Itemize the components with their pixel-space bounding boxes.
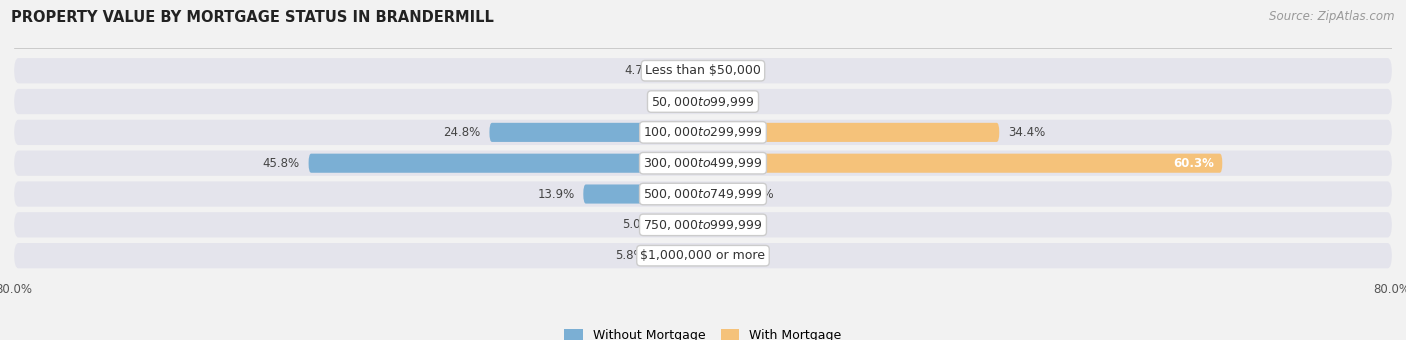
FancyBboxPatch shape	[583, 185, 703, 204]
FancyBboxPatch shape	[652, 246, 703, 265]
Text: PROPERTY VALUE BY MORTGAGE STATUS IN BRANDERMILL: PROPERTY VALUE BY MORTGAGE STATUS IN BRA…	[11, 10, 494, 25]
FancyBboxPatch shape	[659, 215, 703, 234]
Text: $500,000 to $749,999: $500,000 to $749,999	[644, 187, 762, 201]
Text: $750,000 to $999,999: $750,000 to $999,999	[644, 218, 762, 232]
FancyBboxPatch shape	[703, 185, 735, 204]
FancyBboxPatch shape	[703, 246, 707, 265]
Text: 0.48%: 0.48%	[716, 249, 752, 262]
FancyBboxPatch shape	[703, 154, 1222, 173]
FancyBboxPatch shape	[14, 89, 1392, 114]
Text: $1,000,000 or more: $1,000,000 or more	[641, 249, 765, 262]
FancyBboxPatch shape	[14, 58, 1392, 83]
FancyBboxPatch shape	[703, 215, 711, 234]
Text: $300,000 to $499,999: $300,000 to $499,999	[644, 156, 762, 170]
Legend: Without Mortgage, With Mortgage: Without Mortgage, With Mortgage	[564, 329, 842, 340]
Text: 3.8%: 3.8%	[744, 188, 773, 201]
Text: 24.8%: 24.8%	[443, 126, 481, 139]
Text: $100,000 to $299,999: $100,000 to $299,999	[644, 125, 762, 139]
FancyBboxPatch shape	[14, 243, 1392, 268]
FancyBboxPatch shape	[308, 154, 703, 173]
FancyBboxPatch shape	[14, 181, 1392, 207]
Text: $50,000 to $99,999: $50,000 to $99,999	[651, 95, 755, 108]
FancyBboxPatch shape	[14, 151, 1392, 176]
Text: 5.8%: 5.8%	[614, 249, 644, 262]
FancyBboxPatch shape	[489, 123, 703, 142]
Text: 60.3%: 60.3%	[1173, 157, 1213, 170]
Text: 0.99%: 0.99%	[720, 218, 758, 231]
Text: Less than $50,000: Less than $50,000	[645, 64, 761, 77]
Text: 34.4%: 34.4%	[1008, 126, 1045, 139]
Text: 45.8%: 45.8%	[263, 157, 299, 170]
FancyBboxPatch shape	[14, 212, 1392, 238]
Text: 13.9%: 13.9%	[537, 188, 575, 201]
Text: 5.0%: 5.0%	[621, 218, 651, 231]
FancyBboxPatch shape	[703, 123, 1000, 142]
Text: 4.7%: 4.7%	[624, 64, 654, 77]
FancyBboxPatch shape	[14, 120, 1392, 145]
FancyBboxPatch shape	[662, 61, 703, 80]
Text: Source: ZipAtlas.com: Source: ZipAtlas.com	[1270, 10, 1395, 23]
